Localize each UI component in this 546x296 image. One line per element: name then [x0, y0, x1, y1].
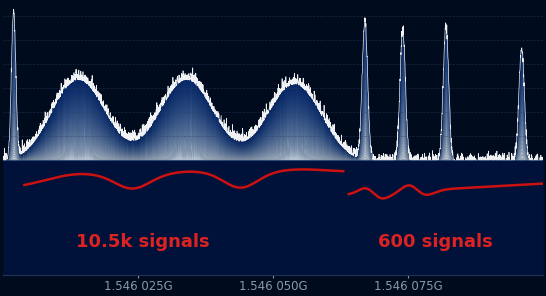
- Text: 10.5k signals: 10.5k signals: [76, 233, 210, 251]
- Text: 600 signals: 600 signals: [378, 233, 492, 251]
